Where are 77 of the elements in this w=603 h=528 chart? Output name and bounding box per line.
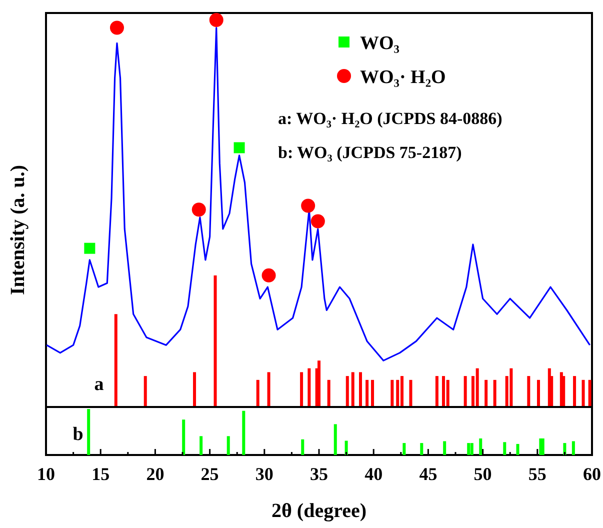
- y-axis-title: Intensity (a. u.): [7, 164, 29, 296]
- bar: [144, 376, 147, 407]
- x-tick-label: 20: [146, 464, 164, 484]
- bar: [193, 372, 196, 407]
- bar: [536, 380, 540, 407]
- bar: [351, 372, 354, 407]
- point: [301, 198, 316, 213]
- bar: [510, 368, 513, 407]
- bar: [267, 372, 270, 407]
- bar: [308, 368, 311, 407]
- bar: [582, 380, 585, 407]
- x-axis-title: 2θ (degree): [271, 500, 367, 522]
- bar: [358, 372, 362, 407]
- bar: [572, 441, 575, 455]
- annotation: a: [94, 374, 104, 395]
- x-tick-label: 60: [583, 464, 601, 484]
- bar: [464, 376, 467, 407]
- x-tick-label: 40: [364, 464, 383, 484]
- bar: [256, 380, 260, 407]
- annotation: a: WO₃· H₂O (JCPDS 84-0886): [278, 109, 502, 128]
- bar: [476, 368, 479, 407]
- bar: [409, 380, 412, 407]
- bar: [562, 376, 566, 407]
- bar: [479, 438, 482, 455]
- annotation: b: WO₃ (JCPDS 75-2187): [278, 143, 462, 162]
- bar: [200, 436, 203, 455]
- bar: [420, 443, 424, 455]
- bar: [435, 376, 438, 407]
- bar: [214, 275, 217, 407]
- bar: [402, 443, 406, 455]
- bar: [467, 443, 470, 455]
- bar: [470, 443, 474, 455]
- bar: [182, 420, 186, 455]
- x-tick-label: 15: [92, 464, 110, 484]
- bar: [371, 380, 374, 407]
- bar: [114, 314, 118, 407]
- bar: [226, 436, 230, 455]
- bar: [301, 439, 304, 455]
- bar: [443, 441, 446, 455]
- point: [234, 142, 245, 154]
- x-tick-label: 55: [528, 464, 546, 484]
- x-tick-label: 25: [200, 464, 219, 484]
- x-tick-label: 30: [255, 464, 274, 484]
- bar: [300, 372, 304, 407]
- bar: [493, 380, 496, 407]
- bar: [588, 380, 592, 407]
- x-tick-label: 50: [474, 464, 492, 484]
- bar: [344, 440, 348, 455]
- point: [110, 20, 124, 35]
- x-tick-label: 45: [419, 464, 438, 484]
- bar: [484, 380, 488, 407]
- bar: [327, 380, 330, 407]
- bar: [346, 376, 349, 407]
- bar: [334, 424, 337, 455]
- point: [209, 13, 224, 27]
- bar: [400, 376, 404, 407]
- bar: [390, 380, 394, 407]
- bar: [396, 380, 400, 407]
- x-tick-label: 10: [37, 464, 55, 484]
- bar: [563, 443, 566, 455]
- bar: [366, 380, 369, 407]
- point: [84, 242, 96, 254]
- bar: [87, 409, 90, 455]
- bar: [527, 376, 530, 407]
- bar: [318, 360, 320, 407]
- annotation: b: [72, 424, 84, 445]
- legend-label: WO₃· H₂O: [360, 67, 446, 88]
- bar: [503, 442, 506, 455]
- point: [310, 214, 325, 228]
- point: [262, 268, 276, 282]
- bar: [516, 444, 520, 455]
- x-tick-label: 35: [310, 464, 328, 484]
- legend-label: WO₃: [360, 33, 400, 54]
- bar: [446, 380, 450, 407]
- bar: [573, 376, 576, 407]
- point: [192, 202, 206, 217]
- bar: [242, 410, 246, 455]
